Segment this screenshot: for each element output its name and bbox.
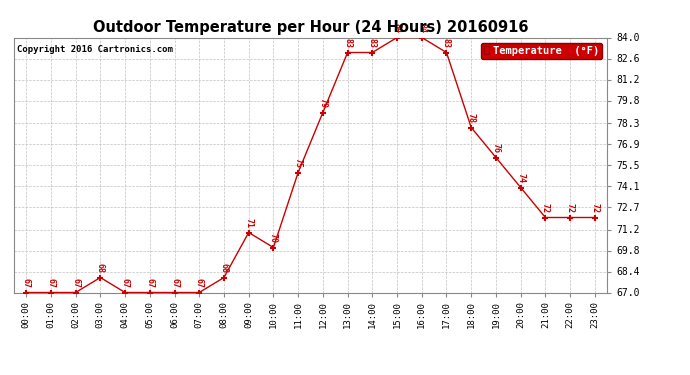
Text: 67: 67 <box>46 278 55 288</box>
Text: 72: 72 <box>566 203 575 213</box>
Text: 70: 70 <box>269 233 278 243</box>
Text: 67: 67 <box>121 278 130 288</box>
Text: 74: 74 <box>516 173 525 183</box>
Text: 83: 83 <box>343 38 352 48</box>
Text: 83: 83 <box>368 38 377 48</box>
Text: 67: 67 <box>21 278 30 288</box>
Text: 71: 71 <box>244 218 253 228</box>
Legend: Temperature  (°F): Temperature (°F) <box>481 43 602 59</box>
Text: 68: 68 <box>219 263 228 273</box>
Text: 79: 79 <box>318 98 327 108</box>
Text: Copyright 2016 Cartronics.com: Copyright 2016 Cartronics.com <box>17 45 172 54</box>
Text: 72: 72 <box>541 203 550 213</box>
Text: 75: 75 <box>294 158 303 168</box>
Text: 76: 76 <box>491 143 500 153</box>
Text: 67: 67 <box>71 278 80 288</box>
Text: 84: 84 <box>417 23 426 33</box>
Text: 67: 67 <box>170 278 179 288</box>
Title: Outdoor Temperature per Hour (24 Hours) 20160916: Outdoor Temperature per Hour (24 Hours) … <box>92 20 529 35</box>
Text: 72: 72 <box>591 203 600 213</box>
Text: 68: 68 <box>96 263 105 273</box>
Text: 84: 84 <box>393 23 402 33</box>
Text: 83: 83 <box>442 38 451 48</box>
Text: 67: 67 <box>195 278 204 288</box>
Text: 67: 67 <box>146 278 155 288</box>
Text: 78: 78 <box>466 113 475 123</box>
